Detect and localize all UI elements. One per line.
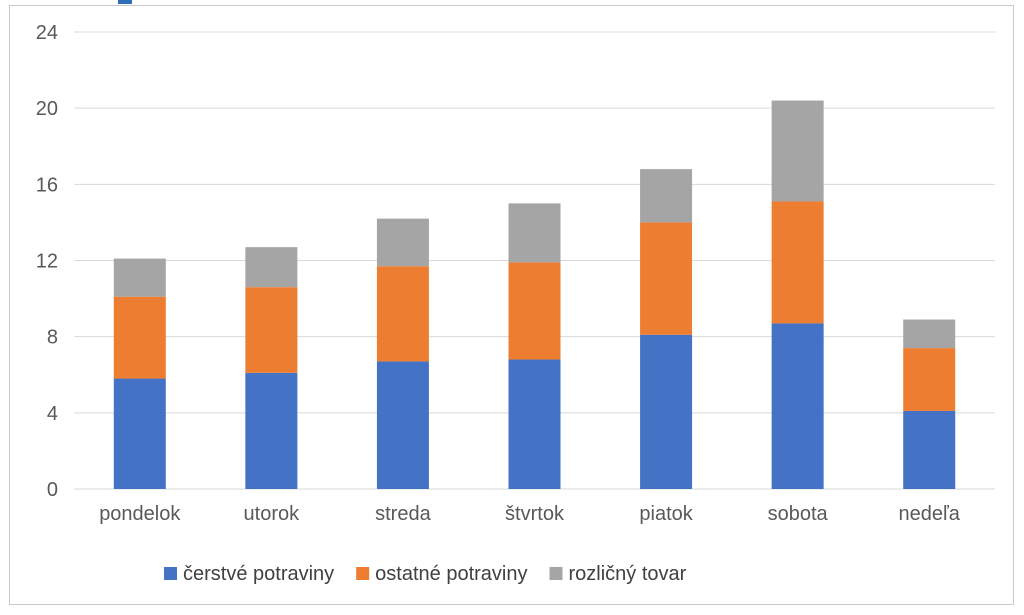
legend-swatch <box>164 567 177 580</box>
bar-segment-štvrtok-3 <box>508 203 561 263</box>
y-tick-label: 12 <box>36 251 58 273</box>
x-tick-label: piatok <box>639 503 693 525</box>
y-axis-ticks: 0 4 8 12 16 20 24 <box>36 22 58 501</box>
bar-segment-sobota-1 <box>771 323 824 489</box>
bar-segment-streda-3 <box>376 218 429 267</box>
bar-segment-sobota-3 <box>771 100 824 202</box>
bar-segment-štvrtok-1 <box>508 359 561 489</box>
bar-segment-pondelok-3 <box>113 258 166 297</box>
legend-label: čerstvé potraviny <box>183 563 334 585</box>
bar-segment-utorok-1 <box>245 372 298 489</box>
bar-segment-nedeľa-1 <box>903 410 956 489</box>
x-axis-ticks: pondelok utorok streda štvrtok piatok sobota n… <box>99 503 961 525</box>
bar-segment-streda-1 <box>376 361 429 489</box>
x-tick-label: utorok <box>244 503 301 525</box>
x-tick-label: pondelok <box>99 503 181 525</box>
y-tick-label: 4 <box>47 403 58 425</box>
bar-segment-nedeľa-3 <box>903 319 956 349</box>
bars <box>113 100 956 489</box>
clipped-element-top <box>118 0 132 4</box>
y-tick-label: 0 <box>47 479 58 501</box>
x-tick-label: sobota <box>768 503 829 525</box>
legend-label: ostatné potraviny <box>375 563 527 585</box>
bar-segment-piatok-2 <box>640 222 693 335</box>
y-tick-label: 8 <box>47 327 58 349</box>
x-tick-label: streda <box>375 503 431 525</box>
legend-swatch <box>356 567 370 580</box>
bar-segment-pondelok-2 <box>113 296 166 379</box>
bar-segment-pondelok-1 <box>113 378 166 489</box>
legend-swatch <box>549 567 563 580</box>
legend: čerstvé potraviny ostatné potraviny rozlič… <box>164 563 687 585</box>
bar-segment-štvrtok-2 <box>508 262 561 360</box>
chart-container: 0 4 8 12 16 20 24 pondelok utorok streda štvrtok p… <box>9 5 1014 605</box>
bar-segment-piatok-1 <box>640 334 693 489</box>
legend-label: rozličný tovar <box>569 563 687 585</box>
bar-segment-utorok-2 <box>245 287 298 373</box>
bar-segment-sobota-2 <box>771 201 824 324</box>
x-tick-label: nedeľa <box>898 503 960 525</box>
y-tick-label: 16 <box>36 174 58 196</box>
bar-segment-nedeľa-2 <box>903 348 956 411</box>
y-tick-label: 20 <box>36 98 58 120</box>
bar-segment-piatok-3 <box>640 169 693 223</box>
y-tick-label: 24 <box>36 22 58 44</box>
x-tick-label: štvrtok <box>505 503 565 525</box>
bar-segment-streda-2 <box>376 266 429 362</box>
bar-segment-utorok-3 <box>245 247 298 288</box>
